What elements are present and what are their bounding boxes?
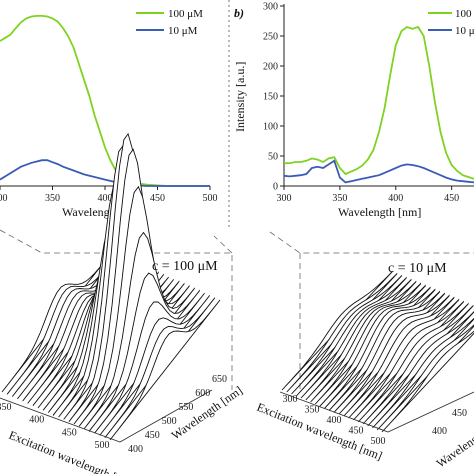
panel-3d-10uM-back-frame — [269, 231, 474, 254]
panel-3d-10uM-front-frame — [279, 391, 474, 433]
y-tick-label: 300 — [263, 2, 278, 13]
x-tick-label: 450 — [150, 193, 165, 204]
x-tick-label: 400 — [98, 193, 113, 204]
panel-b-legend-label-10uM: 10 μM — [455, 25, 474, 37]
axis-tick-label: 450 — [452, 408, 467, 419]
panel-3d-10uM-x-label: Excitation wavelength [nm] — [255, 400, 384, 463]
x-tick-label: 350 — [45, 193, 60, 204]
surface-ridge — [109, 299, 221, 441]
axis-tick-label: 650 — [212, 374, 227, 385]
axis-tick-label: 400 — [128, 444, 143, 455]
panel-b-y-ticks: 0 50 100 150 200 250 300 — [263, 2, 284, 193]
panel-a-legend-label-100uM: 100 μM — [168, 8, 203, 20]
panel-b-legend: 100 μM 10 μM — [428, 8, 474, 37]
x-tick-label: 450 — [444, 193, 459, 204]
axis-tick-label: 500 — [162, 416, 177, 427]
panel-3d-100uM-x-ticks: 350 400 450 500 — [0, 402, 110, 451]
y-tick-label: 200 — [263, 62, 278, 73]
panel-b: b) 300 350 400 450 0 50 100 150 200 250 300 Inten… — [233, 2, 474, 219]
axis-tick-label: 400 — [29, 415, 44, 426]
axis-tick-label: 450 — [145, 430, 160, 441]
panel-b-y-label: Intensity [a.u.] — [233, 62, 247, 132]
axis-tick-label: 550 — [178, 402, 193, 413]
x-tick-label: 500 — [203, 193, 218, 204]
panel-a-series-10uM — [0, 159, 210, 187]
panel-b-series-10uM — [283, 159, 474, 184]
y-tick-label: 150 — [263, 92, 278, 103]
axis-tick-label: 350 — [0, 402, 12, 413]
axis-tick-label: 350 — [305, 405, 320, 416]
panel-a-legend: 100 μM 10 μM — [136, 8, 203, 37]
panel-a-x-ticks: 300 350 400 450 500 — [0, 186, 218, 204]
axis-tick-label: 400 — [327, 415, 342, 426]
y-tick-label: 0 — [273, 182, 278, 193]
panel-b-x-label: Wavelength [nm] — [338, 205, 421, 219]
panel-b-label: b) — [234, 6, 244, 20]
panel-3d-100uM-annotation: c = 100 μM — [152, 259, 218, 274]
surface-ridge — [381, 330, 474, 433]
y-tick-label: 100 — [263, 122, 278, 133]
surface-ridge — [94, 292, 205, 434]
panel-3d-10uM-annotation: c = 10 μM — [388, 261, 447, 276]
axis-tick-label: 400 — [432, 426, 447, 437]
x-tick-label: 400 — [388, 193, 403, 204]
panel-3d-10uM-z-ticks: 400 450 — [432, 408, 467, 437]
panel-3d-100uM-front-frame — [0, 389, 213, 443]
axis-tick-label: 500 — [371, 436, 386, 447]
panel-b-series-100uM — [284, 25, 474, 180]
x-tick-label: 350 — [332, 193, 347, 204]
panel-3d-100uM-back-edge — [213, 235, 233, 254]
panel-3d-10uM-z-label: Wavelength [nm] — [434, 411, 474, 470]
x-tick-label: 300 — [277, 193, 292, 204]
axis-tick-label: 450 — [62, 427, 77, 438]
axis-tick-label: 500 — [95, 440, 110, 451]
panel-b-legend-label-100uM: 100 μM — [455, 8, 474, 20]
panel-a-series-100uM — [0, 15, 210, 187]
panel-3d-10uM: c = 10 μM 300 350 400 450 500 400 450 Excitat… — [255, 231, 474, 470]
panel-a-legend-label-10uM: 10 μM — [168, 25, 198, 37]
x-tick-label: 300 — [0, 193, 8, 204]
panel-3d-10uM-x-ticks: 300 350 400 450 500 — [283, 394, 386, 447]
axis-tick-label: 600 — [195, 388, 210, 399]
panel-b-x-ticks: 300 350 400 450 — [277, 186, 459, 204]
axis-tick-label: 300 — [283, 394, 298, 405]
y-tick-label: 50 — [268, 152, 278, 163]
axis-tick-label: 450 — [349, 426, 364, 437]
panel-3d-10uM-surface — [281, 270, 474, 433]
panel-3d-100uM-surface — [1, 132, 221, 441]
y-tick-label: 250 — [263, 32, 278, 43]
